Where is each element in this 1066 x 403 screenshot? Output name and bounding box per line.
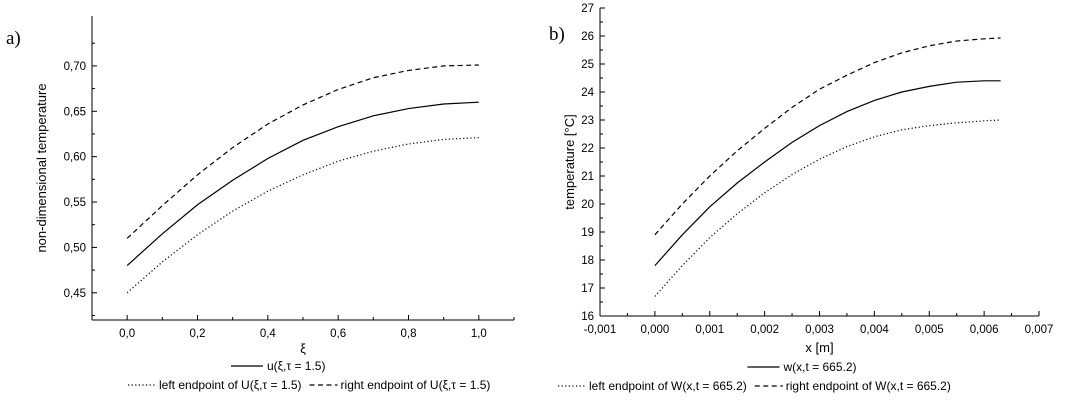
y-tick-label: 0,50 (64, 242, 86, 254)
x-tick-label: 0,006 (970, 324, 999, 336)
y-tick-label: 26 (581, 31, 594, 43)
chart-a: a) 0,45 0,50 0,55 0,60 0,65 0,70 0,0 0,2 0,4 0,6 0,… (6, 16, 515, 392)
y-tick-label: 24 (581, 87, 594, 99)
legend-label: u(ξ,τ = 1.5) (267, 359, 325, 373)
y-axis-label: non-dimensional temperature (34, 83, 49, 252)
y-tick-label: 17 (581, 283, 594, 295)
y-tick-label: 0,45 (64, 288, 86, 300)
y-tick-label: 27 (581, 3, 594, 15)
x-axis-label: x [m] (805, 340, 833, 355)
x-tick-label: 0,005 (915, 324, 944, 336)
legend: u(ξ,τ = 1.5) left endpoint of U(ξ,τ = 1.5… (128, 359, 490, 392)
panel-label: a) (6, 28, 21, 49)
x-tick-label: 0,0 (119, 328, 135, 340)
legend-label: left endpoint of W(x,t = 665.2) (589, 379, 747, 393)
legend-label: right endpoint of U(ξ,τ = 1.5) (341, 378, 491, 392)
x-tick-label: 0,2 (190, 328, 206, 340)
y-tick-label: 0,55 (64, 197, 86, 209)
y-tick-label: 0,70 (64, 61, 86, 73)
series-line-solid (126, 101, 479, 266)
series-line-dashed (126, 64, 479, 239)
y-tick-label: 0,60 (64, 152, 86, 164)
y-tick-label: 22 (581, 143, 594, 155)
x-tick-label: 0,6 (330, 328, 346, 340)
legend: w(x,t = 665.2) left endpoint of W(x,t = 6… (558, 360, 951, 393)
legend-label: right endpoint of W(x,t = 665.2) (786, 379, 951, 393)
x-tick-label: -0,001 (584, 324, 617, 336)
chart-b: b) 16 17 18 19 20 21 22 23 24 25 26 27 -0,001 0,000 0,0… (549, 3, 1053, 393)
x-tick-label: 0,001 (695, 324, 724, 336)
series-line-dotted (126, 137, 479, 294)
series-line-solid (654, 80, 1001, 266)
y-tick-label: 23 (581, 115, 594, 127)
y-tick-label: 21 (581, 171, 594, 183)
x-tick-label: 1,0 (471, 328, 487, 340)
legend-label: left endpoint of U(ξ,τ = 1.5) (159, 378, 302, 392)
legend-label: w(x,t = 665.2) (783, 360, 857, 374)
x-tick-label: 0,4 (260, 328, 277, 340)
series-line-dashed (654, 37, 1001, 236)
x-tick-label: 0,8 (401, 328, 417, 340)
y-tick-label: 19 (581, 227, 594, 239)
panel-label: b) (549, 24, 565, 45)
series-line-dotted (654, 119, 1001, 297)
x-tick-label: 0,000 (640, 324, 669, 336)
x-tick-label: 0,003 (805, 324, 834, 336)
x-tick-label: 0,004 (860, 324, 889, 336)
y-axis-label: temperature [°C] (562, 114, 577, 210)
x-axis-label: ξ (300, 341, 306, 356)
x-tick-label: 0,002 (750, 324, 779, 336)
y-tick-label: 18 (581, 255, 594, 267)
y-tick-label: 25 (581, 59, 594, 71)
y-tick-label: 20 (581, 199, 594, 211)
y-tick-label: 16 (581, 311, 594, 323)
y-tick-label: 0,65 (64, 106, 86, 118)
x-tick-label: 0,007 (1025, 324, 1054, 336)
